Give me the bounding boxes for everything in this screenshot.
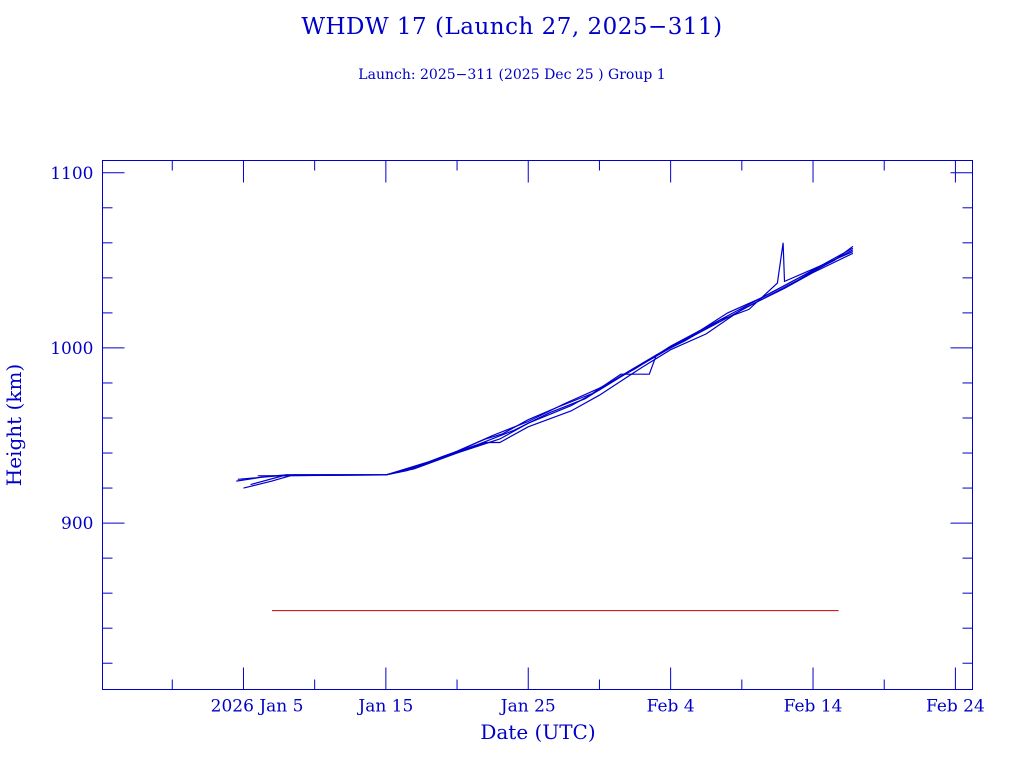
x-axis-label: Date (UTC)	[480, 720, 595, 744]
x-tick-label: Jan 15	[356, 697, 413, 717]
chart-title: WHDW 17 (Launch 27, 2025−311)	[301, 14, 723, 40]
x-tick-label: Feb 24	[926, 697, 985, 717]
y-tick-label: 1000	[50, 339, 93, 359]
y-tick-label: 900	[61, 514, 93, 534]
series-line-obj-2	[243, 247, 854, 489]
x-tick-label: Feb 14	[784, 697, 843, 717]
x-tick-label: Feb 4	[647, 697, 695, 717]
series-line-obj-5	[250, 245, 854, 486]
series-line-obj-3	[237, 252, 854, 480]
chart-subtitle: Launch: 2025−311 (2025 Dec 25 ) Group 1	[358, 67, 666, 83]
series-line-obj-1	[236, 249, 854, 482]
x-tick-label: Jan 25	[499, 697, 556, 717]
plot-frame	[102, 160, 973, 690]
y-axis-label: Height (km)	[2, 364, 26, 486]
x-tick-label: 2026 Jan 5	[211, 697, 304, 717]
y-tick-label: 1100	[50, 164, 93, 184]
series-line-obj-4	[257, 242, 854, 477]
